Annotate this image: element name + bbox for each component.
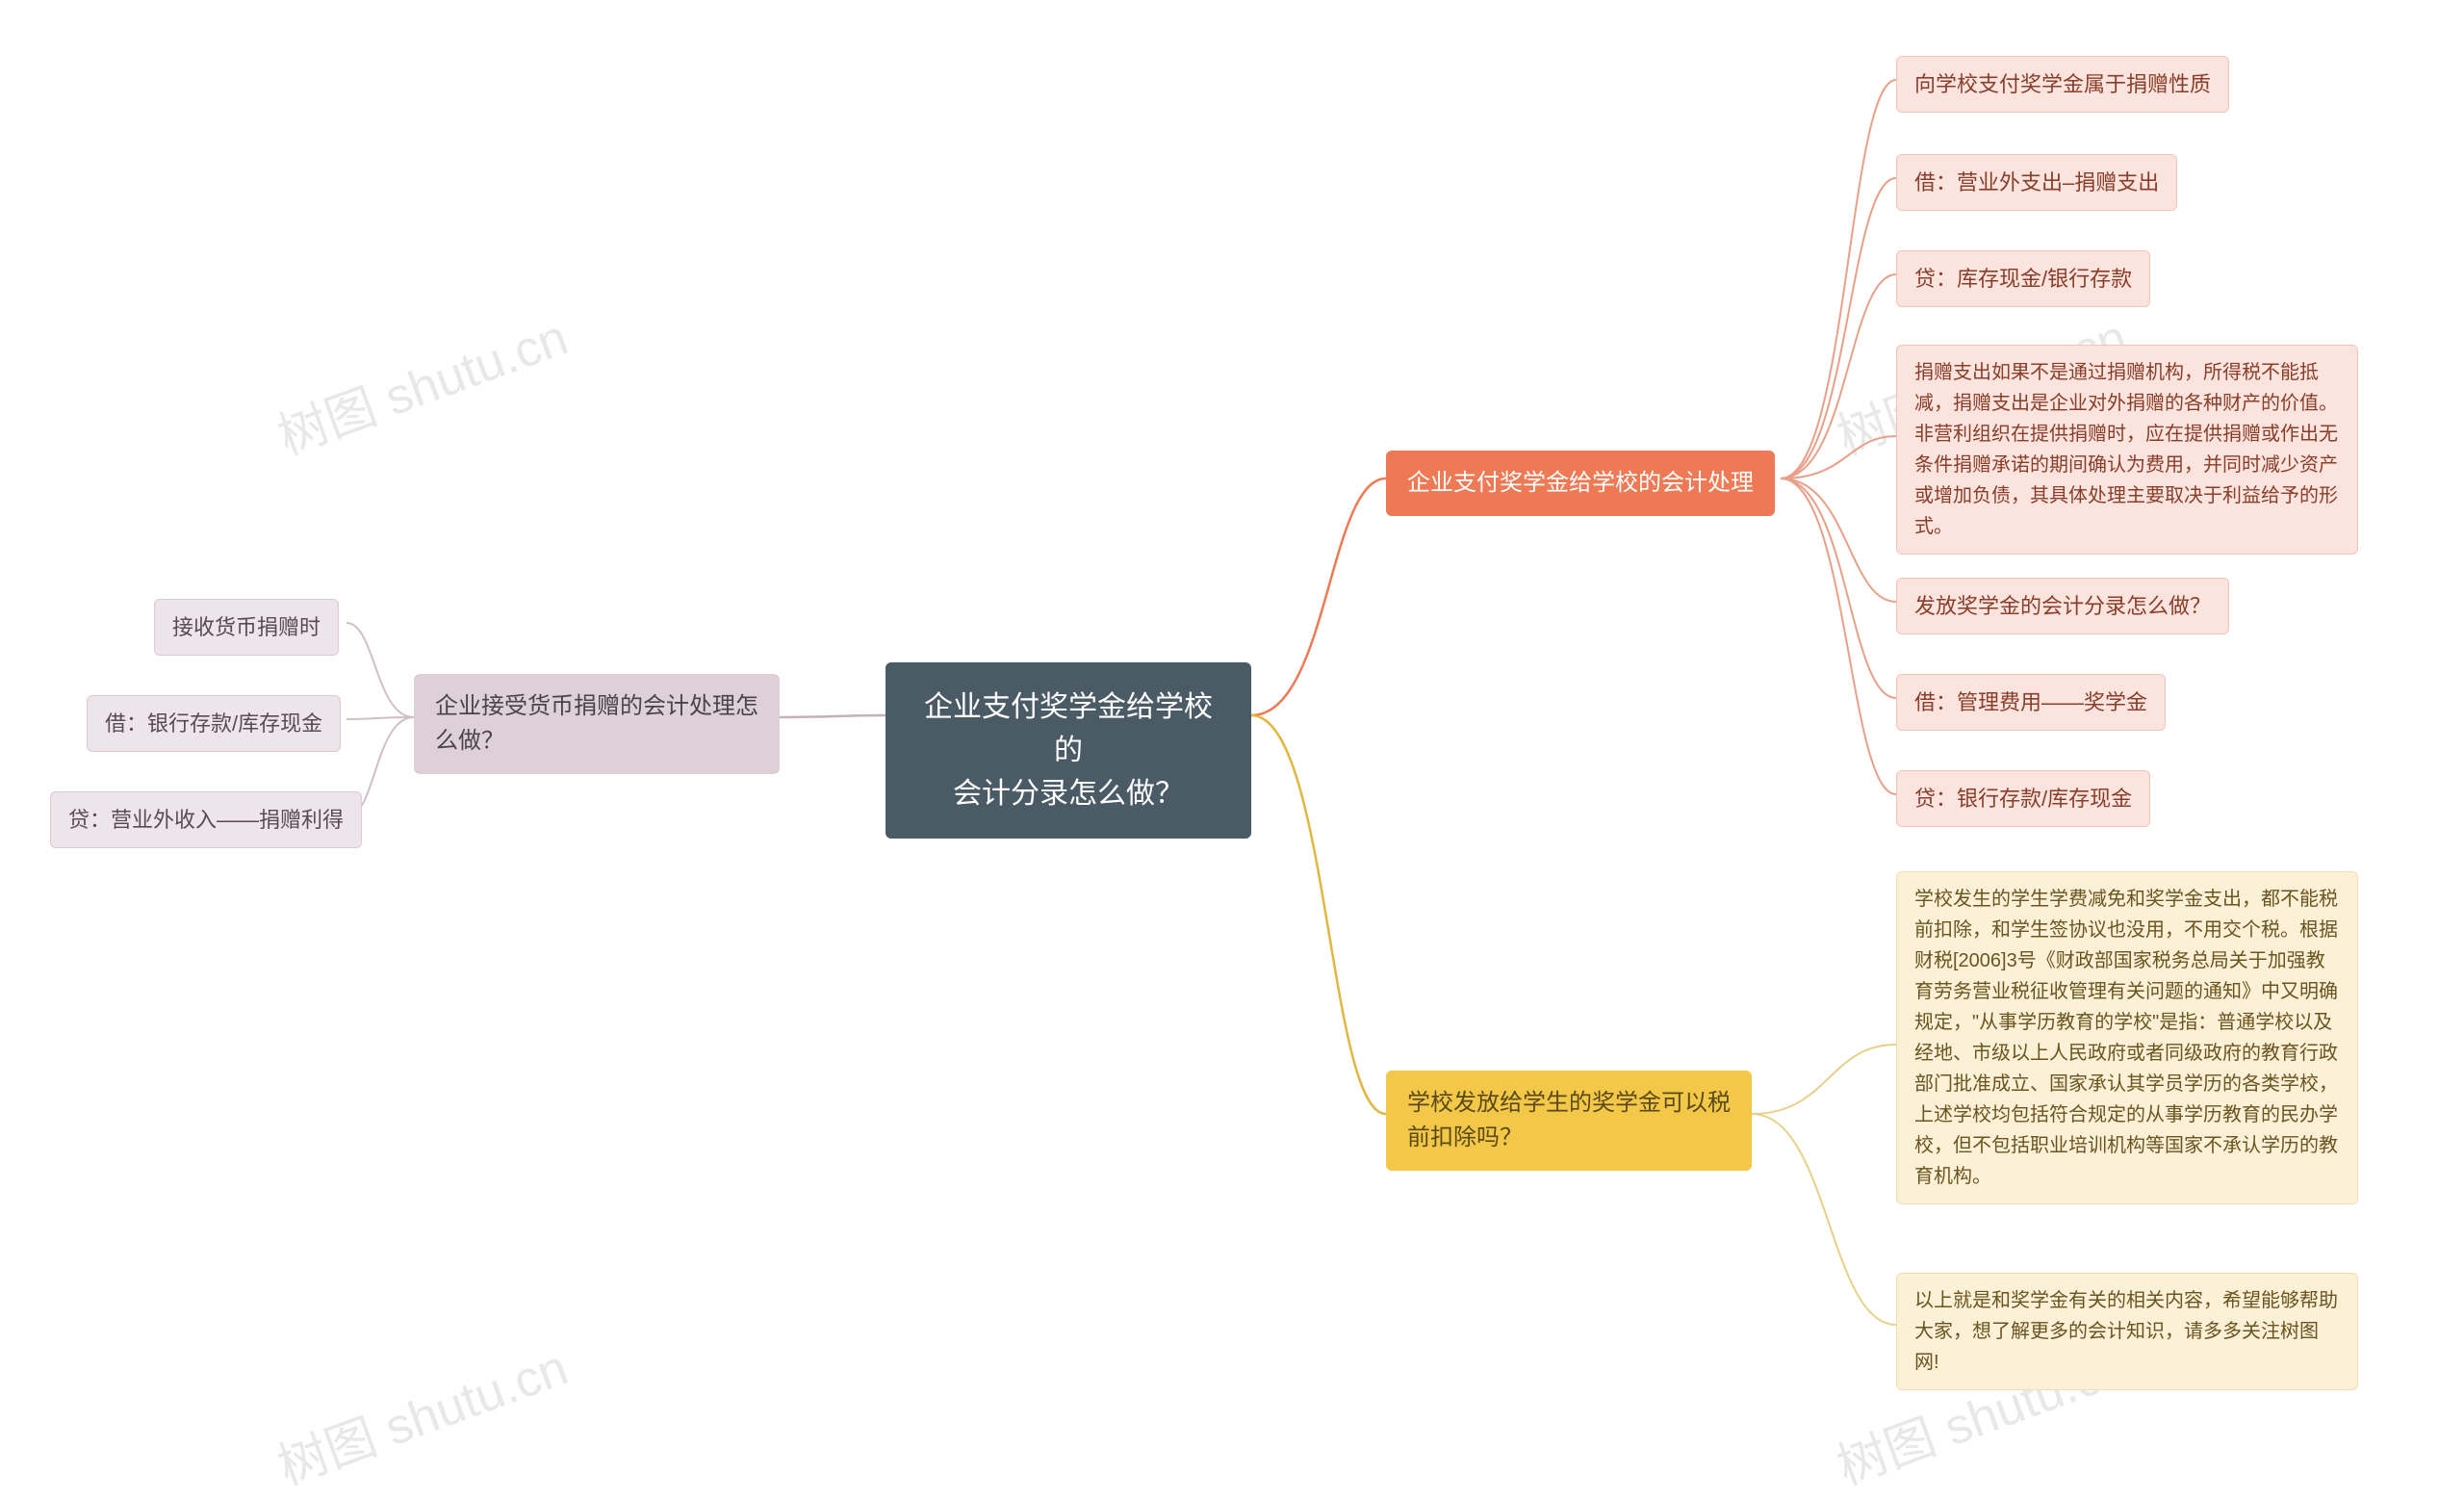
leaf-node[interactable]: 贷：银行存款/库存现金	[1896, 770, 2150, 827]
leaf-node[interactable]: 贷：营业外收入——捐赠利得	[50, 791, 362, 848]
leaf-label: 以上就是和奖学金有关的相关内容，希望能够帮助大家，想了解更多的会计知识，请多多关…	[1914, 1290, 2338, 1373]
leaf-node[interactable]: 借：管理费用——奖学金	[1896, 674, 2166, 731]
leaf-node[interactable]: 向学校支付奖学金属于捐赠性质	[1896, 56, 2229, 113]
leaf-label: 借：银行存款/库存现金	[105, 711, 322, 736]
leaf-label: 向学校支付奖学金属于捐赠性质	[1914, 72, 2211, 96]
leaf-label: 借：营业外支出–捐赠支出	[1914, 170, 2159, 194]
leaf-node[interactable]: 发放奖学金的会计分录怎么做？	[1896, 578, 2229, 634]
leaf-node[interactable]: 以上就是和奖学金有关的相关内容，希望能够帮助大家，想了解更多的会计知识，请多多关…	[1896, 1273, 2358, 1390]
branch-label: 企业支付奖学金给学校的会计处理	[1407, 470, 1754, 496]
branch-tax-deduction[interactable]: 学校发放给学生的奖学金可以税前扣除吗？	[1386, 1071, 1752, 1171]
watermark: 树图 shutu.cn	[267, 297, 577, 468]
leaf-node[interactable]: 接收货币捐赠时	[154, 599, 339, 656]
root-node[interactable]: 企业支付奖学金给学校的会计分录怎么做？	[886, 662, 1251, 839]
leaf-node[interactable]: 借：营业外支出–捐赠支出	[1896, 154, 2177, 211]
leaf-label: 捐赠支出如果不是通过捐赠机构，所得税不能抵减，捐赠支出是企业对外捐赠的各种财产的…	[1914, 362, 2338, 537]
leaf-node[interactable]: 学校发生的学生学费减免和奖学金支出，都不能税前扣除，和学生签协议也没用，不用交个…	[1896, 871, 2358, 1204]
leaf-node[interactable]: 贷：库存现金/银行存款	[1896, 250, 2150, 307]
leaf-node[interactable]: 借：银行存款/库存现金	[87, 695, 341, 752]
leaf-node[interactable]: 捐赠支出如果不是通过捐赠机构，所得税不能抵减，捐赠支出是企业对外捐赠的各种财产的…	[1896, 345, 2358, 555]
leaf-label: 贷：银行存款/库存现金	[1914, 787, 2132, 811]
branch-label: 企业接受货币捐赠的会计处理怎么做？	[435, 693, 758, 754]
branch-label: 学校发放给学生的奖学金可以税前扣除吗？	[1407, 1090, 1731, 1150]
leaf-label: 贷：库存现金/银行存款	[1914, 267, 2132, 291]
root-label: 企业支付奖学金给学校的会计分录怎么做？	[924, 691, 1213, 810]
leaf-label: 接收货币捐赠时	[172, 615, 321, 639]
leaf-label: 学校发生的学生学费减免和奖学金支出，都不能税前扣除，和学生签协议也没用，不用交个…	[1914, 889, 2338, 1187]
leaf-label: 发放奖学金的会计分录怎么做？	[1914, 594, 2211, 618]
leaf-label: 借：管理费用——奖学金	[1914, 690, 2147, 714]
branch-receive-donation[interactable]: 企业接受货币捐赠的会计处理怎么做？	[414, 674, 780, 774]
leaf-label: 贷：营业外收入——捐赠利得	[68, 808, 344, 832]
watermark: 树图 shutu.cn	[267, 1327, 577, 1498]
branch-accounting-treatment[interactable]: 企业支付奖学金给学校的会计处理	[1386, 451, 1775, 516]
